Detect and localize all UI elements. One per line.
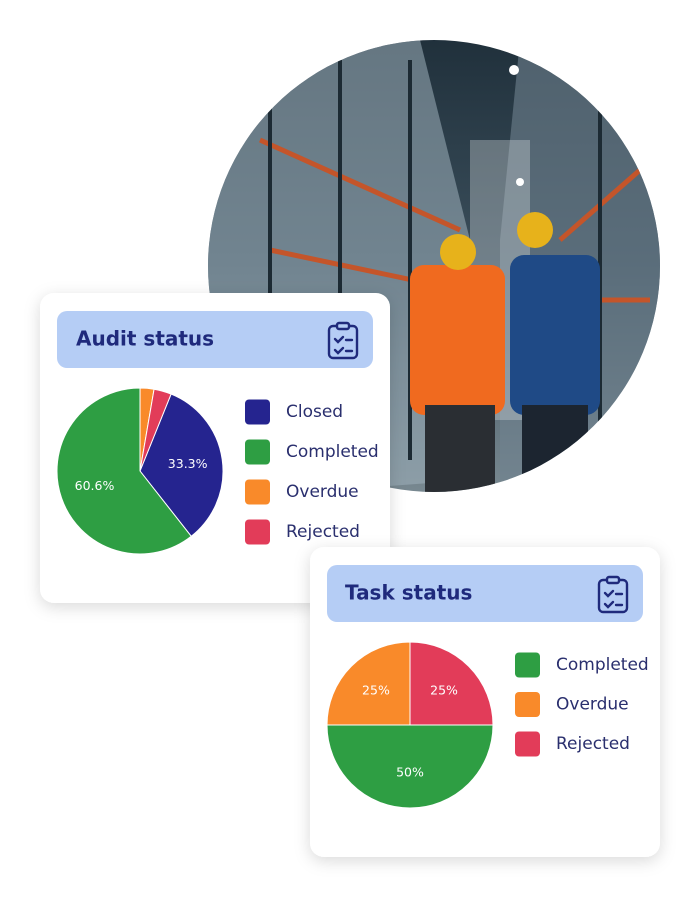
legend-label: Rejected [556, 734, 630, 754]
legend-swatch [245, 479, 270, 505]
legend-label: Overdue [286, 482, 359, 502]
slice-label: 60.6% [75, 478, 115, 493]
legend-swatch [515, 731, 540, 757]
slice-label: 50% [396, 765, 424, 780]
legend-label: Rejected [286, 522, 360, 542]
pie-slice [326, 641, 411, 726]
legend-label: Completed [556, 655, 649, 675]
legend-label: Completed [286, 442, 379, 462]
legend-label: Closed [286, 402, 343, 422]
card-title: Task status [345, 581, 472, 605]
slice-label: 33.3% [168, 456, 208, 471]
legend-label: Overdue [556, 695, 629, 715]
legend-swatch [515, 692, 540, 717]
slice-label: 25% [430, 682, 458, 697]
pie-slice [56, 387, 192, 555]
legend-swatch [245, 439, 270, 465]
clipboard-icon [597, 575, 629, 614]
pie-slice [139, 393, 224, 538]
card-title: Audit status [76, 327, 214, 351]
slice-label: 25% [362, 682, 390, 697]
clipboard-icon [327, 321, 359, 360]
legend-swatch [515, 652, 540, 678]
legend-swatch [245, 519, 270, 545]
legend-swatch [245, 399, 270, 425]
pie-slice [326, 724, 494, 809]
pie-slice [409, 641, 494, 726]
pie-slice [139, 388, 172, 472]
